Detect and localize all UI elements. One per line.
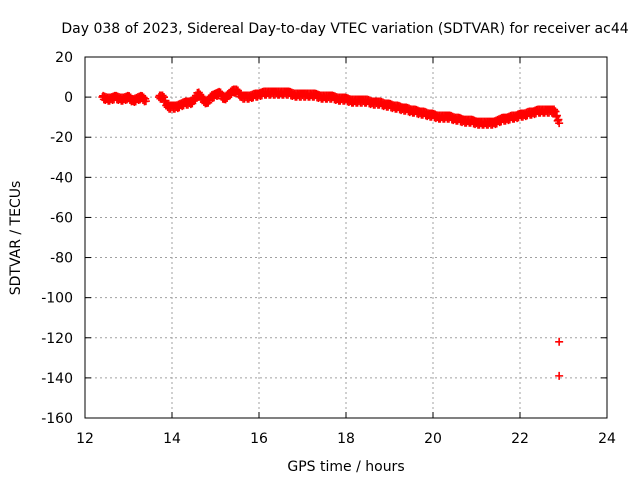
x-tick-label: 12 [76, 431, 94, 447]
y-tick-label: 0 [64, 90, 73, 106]
x-tick-labels: 12 14 16 18 20 22 24 [76, 431, 616, 447]
x-axis-label: GPS time / hours [287, 459, 404, 475]
y-tick-label: -80 [50, 251, 73, 267]
y-tick-label: -160 [41, 411, 73, 427]
x-tick-label: 24 [598, 431, 616, 447]
data-point [555, 371, 564, 380]
x-tick-label: 20 [424, 431, 442, 447]
y-tick-label: -100 [41, 291, 73, 307]
x-tick-label: 14 [163, 431, 181, 447]
y-tick-label: -140 [41, 371, 73, 387]
data-point [555, 119, 564, 128]
y-tick-labels: 20 0 -20 -40 -60 -80 -100 -120 -140 -160 [41, 50, 73, 427]
y-tick-label: -20 [50, 130, 73, 146]
y-tick-label: 20 [55, 50, 73, 66]
y-tick-label: -120 [41, 331, 73, 347]
chart-title: Day 038 of 2023, Sidereal Day-to-day VTE… [61, 21, 628, 37]
plot-frame [84, 56, 608, 419]
y-tick-label: -60 [50, 210, 73, 226]
x-tick-label: 16 [250, 431, 268, 447]
y-tick-label: -40 [50, 170, 73, 186]
data-point [555, 337, 564, 346]
y-axis-label: SDTVAR / TECUs [8, 181, 24, 296]
data-point [141, 97, 150, 106]
x-tick-label: 18 [337, 431, 355, 447]
data-points [98, 85, 564, 380]
x-tick-label: 22 [511, 431, 529, 447]
